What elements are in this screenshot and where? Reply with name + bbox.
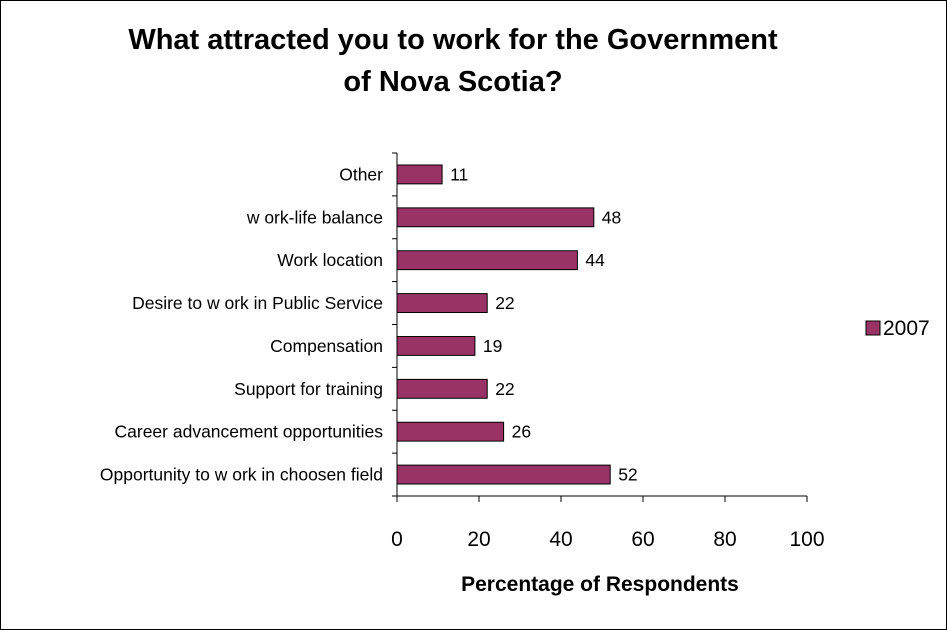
category-label: Other <box>339 164 383 184</box>
x-tick-label: 20 <box>467 528 490 551</box>
legend: 2007 <box>865 317 930 340</box>
category-label: Career advancement opportunities <box>115 422 384 442</box>
data-label: 48 <box>602 207 621 227</box>
x-tick-label: 100 <box>789 528 824 551</box>
legend-swatch <box>865 320 881 336</box>
legend-label: 2007 <box>883 317 930 340</box>
data-label: 19 <box>483 336 502 356</box>
data-label: 26 <box>512 422 531 442</box>
x-tick-label: 80 <box>713 528 736 551</box>
bar <box>396 421 505 442</box>
chart-title-line-1: What attracted you to work for the Gover… <box>128 24 778 56</box>
data-label: 22 <box>495 379 514 399</box>
bar <box>396 464 611 485</box>
category-label: Support for training <box>234 379 383 399</box>
bar <box>396 207 595 228</box>
bars-layer: Other 11 w ork-life balance 48 Work location… <box>100 164 638 484</box>
data-label: 44 <box>585 250 605 270</box>
chart-title-line-2: of Nova Scotia? <box>343 66 562 98</box>
category-label: w ork-life balance <box>246 207 383 227</box>
x-tick-label: 0 <box>391 528 403 551</box>
bar <box>396 164 443 185</box>
x-tick-label: 60 <box>631 528 654 551</box>
x-axis-label: Percentage of Respondents <box>461 573 739 596</box>
bar <box>396 293 488 313</box>
bar <box>396 250 578 271</box>
category-label: Opportunity to w ork in choosen field <box>100 465 383 485</box>
data-label: 11 <box>450 164 468 184</box>
x-tick-label: 40 <box>549 528 572 551</box>
data-label: 52 <box>618 465 637 485</box>
data-label: 22 <box>495 293 514 313</box>
category-label: Compensation <box>270 336 383 356</box>
bar <box>396 378 488 399</box>
x-axis: 0 20 40 60 80 100 <box>391 152 825 551</box>
bar <box>396 336 476 356</box>
category-label: Work location <box>277 250 383 270</box>
category-label: Desire to w ork in Public Service <box>132 293 383 313</box>
